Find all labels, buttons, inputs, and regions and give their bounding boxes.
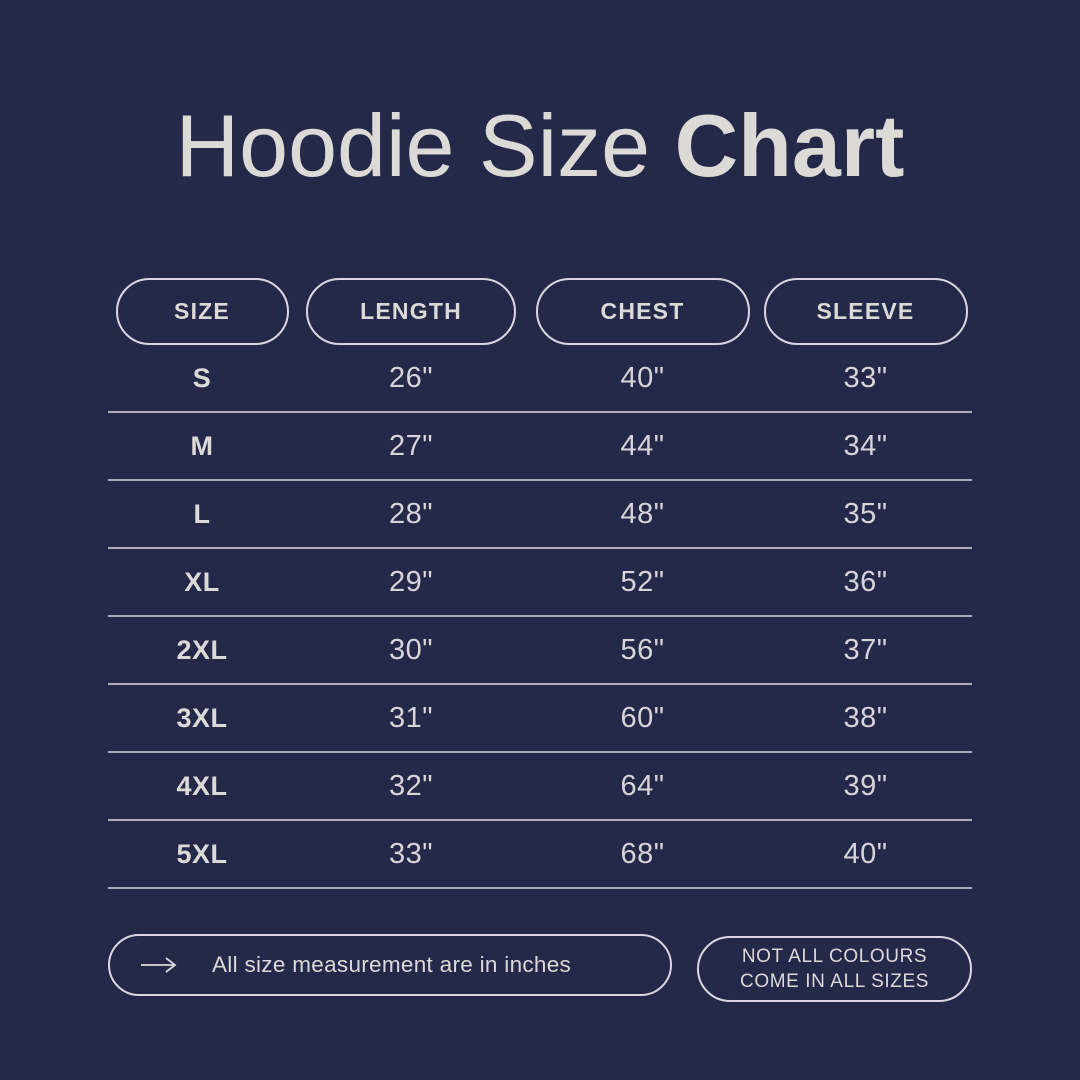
cell-size: S (192, 362, 212, 393)
table-row: 3XL 31" 60" 38" (108, 685, 972, 753)
cell-chest: 60" (620, 701, 665, 734)
colours-warning-pill: NOT ALL COLOURS COME IN ALL SIZES (697, 936, 972, 1002)
title-regular: Hoodie Size (175, 96, 651, 195)
cell-sleeve: 38" (843, 701, 888, 734)
table-row: XL 29" 52" 36" (108, 549, 972, 617)
table-row: S 26" 40" 33" (108, 345, 972, 413)
measurement-note-pill: All size measurement are in inches (108, 934, 672, 996)
column-header-pill-size: SIZE (115, 278, 289, 345)
cell-size: 2XL (176, 634, 228, 665)
cell-chest: 44" (620, 429, 665, 462)
size-table: SIZE LENGTH CHEST SLEEVE S 26" 40" 33" M… (108, 278, 972, 889)
table-row: 2XL 30" 56" 37" (108, 617, 972, 685)
cell-length: 27" (388, 429, 434, 462)
title-bold: Chart (674, 96, 905, 195)
cell-sleeve: 35" (843, 497, 888, 530)
measurement-note-text: All size measurement are in inches (212, 952, 572, 977)
cell-length: 30" (388, 633, 434, 666)
table-row: L 28" 48" 35" (108, 481, 972, 549)
cell-chest: 48" (620, 497, 665, 530)
cell-chest: 56" (620, 633, 665, 666)
table-header-row: SIZE LENGTH CHEST SLEEVE (108, 278, 972, 345)
cell-length: 26" (388, 361, 434, 394)
cell-size: M (190, 430, 214, 461)
cell-chest: 64" (620, 769, 665, 802)
cell-chest: 40" (620, 361, 665, 394)
cell-chest: 52" (620, 565, 665, 598)
column-header-pill-sleeve: SLEEVE (763, 278, 968, 345)
colours-warning-line2: COME IN ALL SIZES (740, 971, 929, 992)
cell-size: 4XL (176, 770, 228, 801)
cell-size: L (193, 498, 211, 529)
cell-length: 33" (388, 837, 434, 870)
cell-length: 29" (388, 565, 434, 598)
cell-length: 28" (388, 497, 434, 530)
cell-size: 3XL (176, 702, 228, 733)
cell-chest: 68" (620, 837, 665, 870)
column-header-pill-chest: CHEST (535, 278, 750, 345)
cell-size: XL (184, 566, 220, 597)
page-title: Hoodie Size Chart (0, 100, 1080, 192)
cell-length: 31" (388, 701, 434, 734)
cell-sleeve: 36" (843, 565, 888, 598)
cell-sleeve: 37" (843, 633, 888, 666)
cell-sleeve: 40" (843, 837, 888, 870)
table-row: 4XL 32" 64" 39" (108, 753, 972, 821)
colours-warning-line1: NOT ALL COLOURS (741, 946, 928, 967)
cell-size: 5XL (176, 838, 228, 869)
cell-sleeve: 33" (843, 361, 888, 394)
table-row: M 27" 44" 34" (108, 413, 972, 481)
right-arrow-icon (140, 956, 178, 974)
cell-sleeve: 34" (843, 429, 888, 462)
cell-sleeve: 39" (843, 769, 888, 802)
table-row: 5XL 33" 68" 40" (108, 821, 972, 889)
column-header-pill-length: LENGTH (306, 278, 516, 345)
cell-length: 32" (388, 769, 434, 802)
